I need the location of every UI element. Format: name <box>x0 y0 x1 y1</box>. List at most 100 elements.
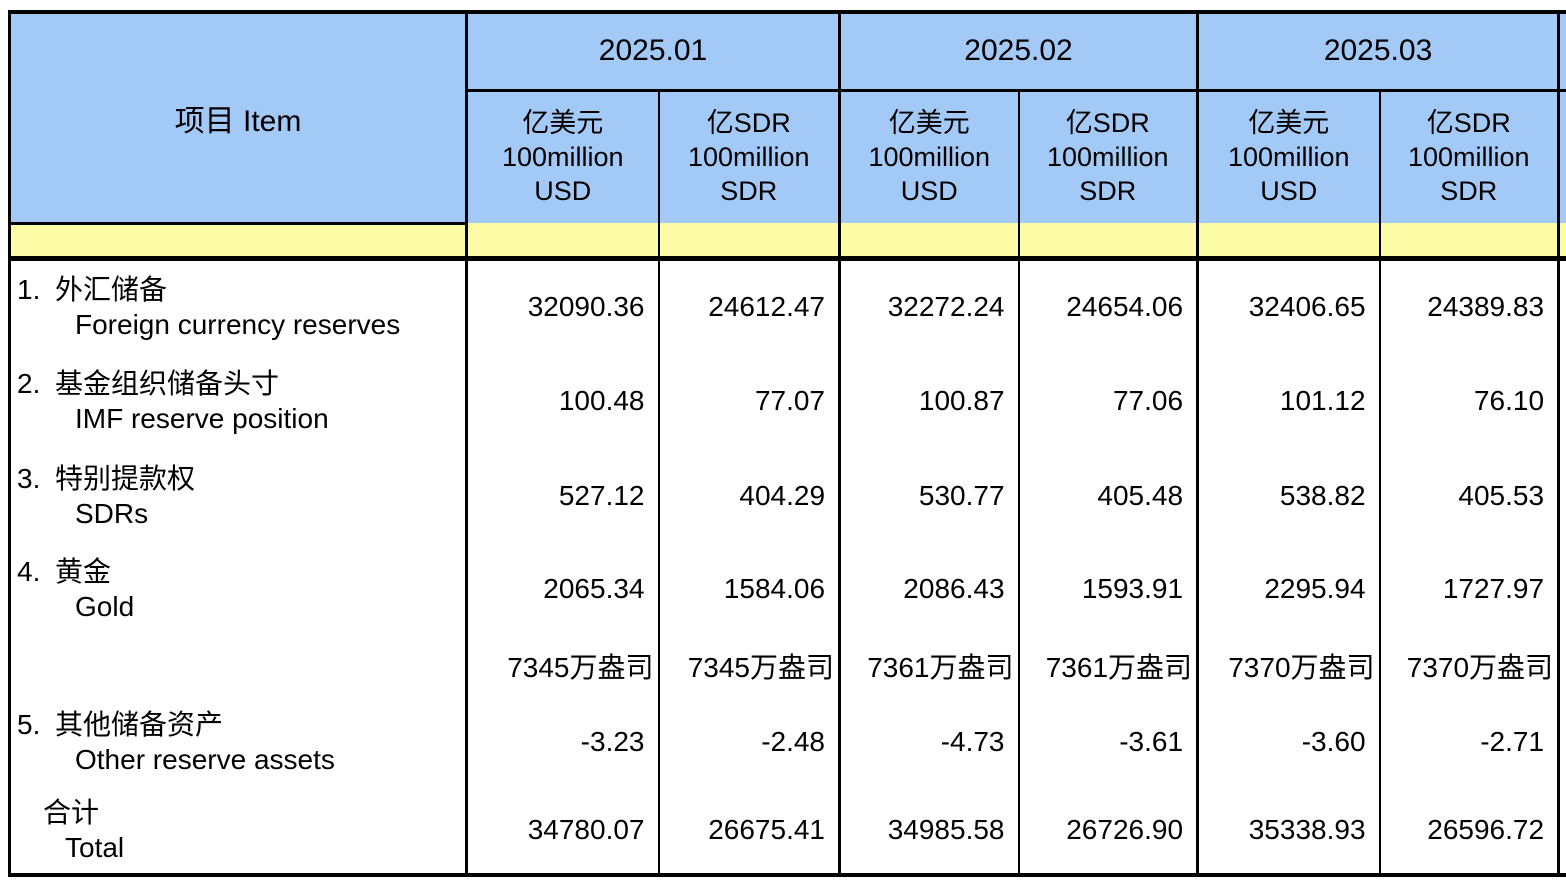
item-index: 5. <box>17 709 41 740</box>
item-label-cell: 1. 外汇储备 Foreign currency reserves <box>10 258 467 353</box>
item-name-en: SDRs <box>75 497 149 529</box>
table-row-total: 合计 Total 34780.07 26675.41 34985.58 2672… <box>10 787 1566 875</box>
header-row-units: 亿美元 100million USD 亿SDR 100million SDR 亿… <box>10 90 1566 223</box>
item-name-en: Other reserve assets <box>75 744 335 775</box>
value-cell: 2295.94 <box>1196 543 1380 635</box>
value-cell: 100.48 <box>465 353 659 448</box>
value-cell: 26596.72 <box>1378 787 1559 875</box>
value-cell: 404.29 <box>657 448 840 543</box>
item-name-en: Gold <box>75 591 135 622</box>
item-name-zh: 1. 外汇储备 <box>11 272 465 307</box>
item-label-cell: 4. 黄金 Gold <box>10 543 467 635</box>
item-name-zh: 合计 <box>11 795 465 830</box>
band-cell <box>1017 223 1198 261</box>
item-name-en: Total <box>65 832 125 863</box>
value-cell: 7361万盎司 <box>838 635 1019 697</box>
table-row-imf-reserve-position: 2. 基金组织储备头寸 IMF reserve position 100.48 7… <box>10 353 1566 448</box>
partial-next-value-cell <box>1557 543 1566 635</box>
value-cell: 7361万盎司 <box>1017 635 1198 697</box>
value-cell: -2.71 <box>1378 697 1559 787</box>
item-zh-text: 基金组织储备头寸 <box>55 367 280 399</box>
item-zh-text: 其他储备资产 <box>55 709 224 740</box>
month-header-2025-03: 2025.03 <box>1196 12 1559 92</box>
band-cell <box>9 223 467 261</box>
partial-next-unit-cell <box>1557 90 1566 223</box>
unit-header-usd-3: 亿美元 100million USD <box>1196 90 1380 223</box>
value-cell: 538.82 <box>1196 448 1380 543</box>
band-cell <box>838 223 1019 261</box>
value-cell: 77.07 <box>657 353 840 448</box>
unit-header-usd-1: 亿美元 100million USD <box>465 90 659 223</box>
item-label-cell: 2. 基金组织储备头寸 IMF reserve position <box>10 353 467 448</box>
partial-next-month-cell <box>1557 12 1566 92</box>
value-cell: 101.12 <box>1196 353 1380 448</box>
separator-band-row <box>9 223 1566 261</box>
value-cell: 7370万盎司 <box>1378 635 1559 697</box>
value-cell: 405.53 <box>1378 448 1559 543</box>
partial-next-value-cell <box>1557 353 1566 448</box>
value-cell: 24654.06 <box>1017 258 1198 353</box>
value-cell: -3.61 <box>1017 697 1198 787</box>
band-cell <box>657 223 840 261</box>
item-zh-text: 黄金 <box>55 556 112 587</box>
item-header-cell: 项目 Item <box>9 12 467 225</box>
band-cell <box>1196 223 1380 261</box>
value-cell: 7345万盎司 <box>657 635 840 697</box>
value-cell: 35338.93 <box>1196 787 1380 875</box>
header-row-months: 项目 Item 2025.01 2025.02 2025.03 <box>9 12 1566 225</box>
item-zh-text: 特别提款权 <box>55 462 196 494</box>
table-row-gold: 4. 黄金 Gold 2065.34 1584.06 2086.43 1593.9… <box>10 543 1566 635</box>
item-label-cell <box>10 635 467 697</box>
partial-next-value-cell <box>1557 635 1566 697</box>
item-name-en: IMF reserve position <box>75 402 329 434</box>
value-cell: 527.12 <box>465 448 659 543</box>
value-cell: 26675.41 <box>657 787 840 875</box>
band-cell <box>1378 223 1559 261</box>
item-zh-text: 合计 <box>43 797 100 828</box>
value-cell: -3.60 <box>1196 697 1380 787</box>
table-row-gold-ounces: 7345万盎司 7345万盎司 7361万盎司 7361万盎司 7370万盎司 … <box>10 635 1566 697</box>
value-cell: 26726.90 <box>1017 787 1198 875</box>
partial-next-value-cell <box>1557 697 1566 787</box>
band-cell <box>465 223 659 261</box>
unit-header-sdr-1: 亿SDR 100million SDR <box>657 90 840 223</box>
item-name-zh: 2. 基金组织储备头寸 <box>11 366 465 401</box>
value-cell: 32272.24 <box>838 258 1019 353</box>
value-cell: 77.06 <box>1017 353 1198 448</box>
value-cell: 34985.58 <box>838 787 1019 875</box>
partial-next-value-cell <box>1557 448 1566 543</box>
table-row-other-reserve-assets: 5. 其他储备资产 Other reserve assets -3.23 -2.4… <box>10 697 1566 787</box>
unit-header-usd-2: 亿美元 100million USD <box>838 90 1019 223</box>
value-cell: 2086.43 <box>838 543 1019 635</box>
value-cell: 7370万盎司 <box>1196 635 1380 697</box>
item-name-zh: 4. 黄金 <box>11 554 465 589</box>
value-cell: 24612.47 <box>657 258 840 353</box>
value-cell: 530.77 <box>838 448 1019 543</box>
official-reserve-assets-table: 项目 Item 2025.01 2025.02 2025.03 亿美元 100m… <box>8 10 1566 877</box>
value-cell: -2.48 <box>657 697 840 787</box>
value-cell: 1593.91 <box>1017 543 1198 635</box>
unit-header-sdr-3: 亿SDR 100million SDR <box>1378 90 1559 223</box>
value-cell: 1727.97 <box>1378 543 1559 635</box>
value-cell: -4.73 <box>838 697 1019 787</box>
value-cell: 24389.83 <box>1378 258 1559 353</box>
table-row-foreign-currency-reserves: 1. 外汇储备 Foreign currency reserves 32090.3… <box>10 258 1566 353</box>
item-index: 1. <box>17 273 41 305</box>
item-label-cell: 3. 特别提款权 SDRs <box>10 448 467 543</box>
month-header-2025-01: 2025.01 <box>464 12 840 92</box>
value-cell: 32090.36 <box>465 258 659 353</box>
item-label-cell: 5. 其他储备资产 Other reserve assets <box>10 697 467 787</box>
value-cell: 34780.07 <box>465 787 659 875</box>
item-zh-text: 外汇储备 <box>55 273 168 305</box>
item-index: 4. <box>17 556 41 587</box>
value-cell: 1584.06 <box>657 543 840 635</box>
partial-next-value-cell <box>1557 258 1566 353</box>
unit-header-sdr-2: 亿SDR 100million SDR <box>1017 90 1198 223</box>
value-cell: 7345万盎司 <box>465 635 659 697</box>
item-label-cell: 合计 Total <box>10 787 467 875</box>
item-name-zh: 5. 其他储备资产 <box>11 707 465 742</box>
item-index: 2. <box>17 367 41 399</box>
partial-next-value-cell <box>1557 787 1566 875</box>
value-cell: 100.87 <box>838 353 1019 448</box>
